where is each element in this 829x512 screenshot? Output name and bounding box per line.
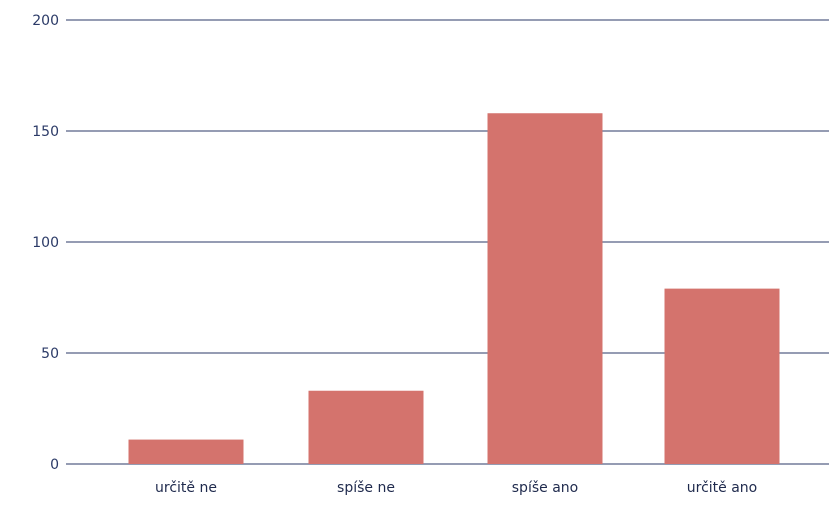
x-category-label: určitě ano xyxy=(687,480,757,496)
bar xyxy=(128,439,244,464)
x-category-label: spíše ano xyxy=(512,480,578,496)
x-category-label: spíše ne xyxy=(337,480,395,496)
bar xyxy=(664,288,780,464)
y-tick-label: 100 xyxy=(32,235,59,251)
y-tick-label: 50 xyxy=(41,346,59,362)
bar xyxy=(308,390,424,464)
bar xyxy=(487,113,603,465)
x-axis-labels: určitě ne spíše ne spíše ano určitě ano xyxy=(155,480,757,496)
y-tick-label: 200 xyxy=(32,13,59,29)
y-axis-ticks: 0 50 100 150 200 xyxy=(32,13,59,473)
x-category-label: určitě ne xyxy=(155,480,217,496)
y-tick-label: 150 xyxy=(32,124,59,140)
y-tick-label: 0 xyxy=(50,457,59,473)
bars xyxy=(128,113,780,465)
